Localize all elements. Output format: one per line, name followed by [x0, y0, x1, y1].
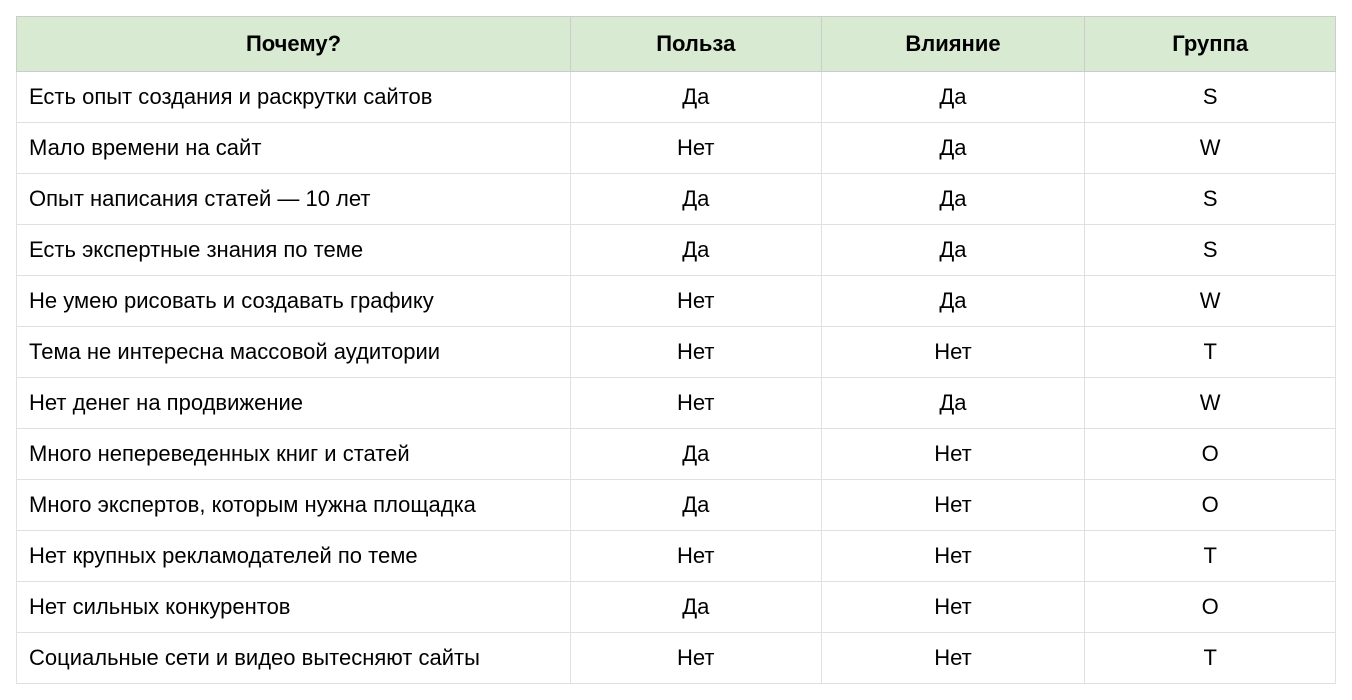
cell-group: T	[1085, 633, 1336, 684]
cell-group: O	[1085, 480, 1336, 531]
cell-benefit: Да	[570, 429, 821, 480]
cell-benefit: Да	[570, 174, 821, 225]
cell-influence: Нет	[821, 582, 1085, 633]
cell-group: S	[1085, 174, 1336, 225]
table-row: Нет сильных конкурентов Да Нет O	[17, 582, 1336, 633]
table-body: Есть опыт создания и раскрутки сайтов Да…	[17, 72, 1336, 684]
cell-influence: Нет	[821, 633, 1085, 684]
header-influence: Влияние	[821, 17, 1085, 72]
cell-why: Много непереведенных книг и статей	[17, 429, 571, 480]
cell-benefit: Нет	[570, 123, 821, 174]
cell-why: Нет денег на продвижение	[17, 378, 571, 429]
table-row: Много экспертов, которым нужна площадка …	[17, 480, 1336, 531]
cell-benefit: Нет	[570, 531, 821, 582]
cell-group: O	[1085, 429, 1336, 480]
cell-influence: Нет	[821, 327, 1085, 378]
cell-influence: Нет	[821, 429, 1085, 480]
header-row: Почему? Польза Влияние Группа	[17, 17, 1336, 72]
cell-benefit: Нет	[570, 378, 821, 429]
cell-group: W	[1085, 123, 1336, 174]
cell-why: Тема не интересна массовой аудитории	[17, 327, 571, 378]
cell-why: Много экспертов, которым нужна площадка	[17, 480, 571, 531]
cell-why: Есть экспертные знания по теме	[17, 225, 571, 276]
swot-table: Почему? Польза Влияние Группа Есть опыт …	[16, 16, 1336, 684]
cell-why: Нет сильных конкурентов	[17, 582, 571, 633]
header-benefit: Польза	[570, 17, 821, 72]
cell-why: Есть опыт создания и раскрутки сайтов	[17, 72, 571, 123]
cell-group: T	[1085, 327, 1336, 378]
cell-benefit: Да	[570, 72, 821, 123]
table-header: Почему? Польза Влияние Группа	[17, 17, 1336, 72]
table-row: Не умею рисовать и создавать графику Нет…	[17, 276, 1336, 327]
cell-benefit: Нет	[570, 327, 821, 378]
table-row: Мало времени на сайт Нет Да W	[17, 123, 1336, 174]
cell-influence: Да	[821, 225, 1085, 276]
cell-why: Мало времени на сайт	[17, 123, 571, 174]
cell-influence: Да	[821, 123, 1085, 174]
cell-why: Не умею рисовать и создавать графику	[17, 276, 571, 327]
table-row: Много непереведенных книг и статей Да Не…	[17, 429, 1336, 480]
cell-influence: Да	[821, 72, 1085, 123]
table-row: Есть опыт создания и раскрутки сайтов Да…	[17, 72, 1336, 123]
cell-why: Социальные сети и видео вытесняют сайты	[17, 633, 571, 684]
cell-benefit: Да	[570, 582, 821, 633]
cell-benefit: Нет	[570, 633, 821, 684]
table-row: Есть экспертные знания по теме Да Да S	[17, 225, 1336, 276]
cell-group: S	[1085, 225, 1336, 276]
cell-influence: Да	[821, 174, 1085, 225]
cell-influence: Нет	[821, 480, 1085, 531]
cell-benefit: Да	[570, 480, 821, 531]
cell-benefit: Да	[570, 225, 821, 276]
header-group: Группа	[1085, 17, 1336, 72]
cell-group: O	[1085, 582, 1336, 633]
header-why: Почему?	[17, 17, 571, 72]
cell-why: Опыт написания статей — 10 лет	[17, 174, 571, 225]
cell-influence: Да	[821, 378, 1085, 429]
cell-benefit: Нет	[570, 276, 821, 327]
cell-group: S	[1085, 72, 1336, 123]
cell-group: W	[1085, 378, 1336, 429]
cell-group: W	[1085, 276, 1336, 327]
table-row: Тема не интересна массовой аудитории Нет…	[17, 327, 1336, 378]
cell-influence: Да	[821, 276, 1085, 327]
table-row: Нет крупных рекламодателей по теме Нет Н…	[17, 531, 1336, 582]
cell-influence: Нет	[821, 531, 1085, 582]
table-row: Социальные сети и видео вытесняют сайты …	[17, 633, 1336, 684]
cell-why: Нет крупных рекламодателей по теме	[17, 531, 571, 582]
table-row: Нет денег на продвижение Нет Да W	[17, 378, 1336, 429]
table-row: Опыт написания статей — 10 лет Да Да S	[17, 174, 1336, 225]
cell-group: T	[1085, 531, 1336, 582]
